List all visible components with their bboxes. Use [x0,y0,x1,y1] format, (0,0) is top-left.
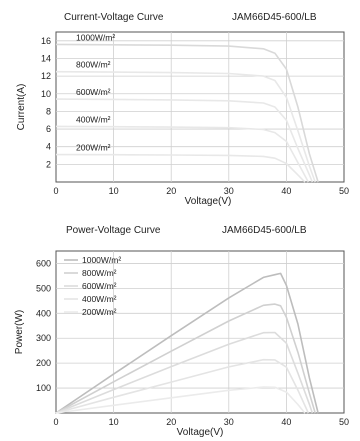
iv-series-label: 800W/m² [76,60,111,70]
iv-series-label: 600W/m² [76,87,111,97]
pv-series-line-4 [55,386,306,414]
iv-plot-area [55,31,345,183]
iv-series-label: 1000W/m² [76,32,115,42]
pv-x-tick-label: 40 [281,417,291,427]
pv-series-line-0 [55,272,319,414]
iv-series-line-0 [55,43,319,183]
iv-x-tick-label: 50 [339,186,349,196]
pv-x-tick-label: 30 [224,417,234,427]
iv-x-tick-label: 40 [281,186,291,196]
pv-y-tick-label: 600 [36,258,51,268]
pv-y-tick-label: 300 [36,333,51,343]
iv-series-line-1 [55,70,316,183]
pv-legend-entry: 400W/m² [82,294,117,304]
iv-series-line-3 [55,125,310,183]
pv-series-line-2 [55,331,314,414]
pv-legend-entry: 600W/m² [82,281,117,291]
iv-series-line-4 [55,153,306,183]
iv-x-tick-label: 30 [224,186,234,196]
iv-y-axis-label: Current(A) [16,84,27,131]
pv-chart-model: JAM66D45-600/LB [222,225,307,236]
pv-x-axis-label: Voltage(V) [177,427,224,438]
pv-x-ticks: 0 10 20 30 40 50 [53,417,349,427]
pv-legend: 1000W/m² 800W/m² 600W/m² 400W/m² 200W/m² [64,255,121,317]
iv-series-label: 200W/m² [76,143,111,153]
iv-y-tick-label: 14 [41,53,51,63]
iv-y-ticks: 2 4 6 8 10 12 14 16 [41,36,51,170]
iv-y-tick-label: 6 [46,124,51,134]
pv-series-line-1 [55,303,316,414]
iv-x-axis-label: Voltage(V) [185,196,232,207]
iv-grid [56,32,344,182]
iv-y-tick-label: 12 [41,71,51,81]
iv-y-tick-label: 16 [41,36,51,46]
iv-series-line-2 [55,98,314,183]
pv-legend-entry: 200W/m² [82,307,117,317]
iv-y-tick-label: 8 [46,106,51,116]
pv-x-tick-label: 50 [339,417,349,427]
pv-y-tick-label: 200 [36,358,51,368]
iv-series-label: 400W/m² [76,114,111,124]
iv-curves [55,43,319,183]
pv-y-tick-label: 500 [36,283,51,293]
iv-x-tick-label: 20 [166,186,176,196]
pv-legend-entry: 800W/m² [82,268,117,278]
pv-y-tick-label: 400 [36,308,51,318]
pv-y-axis-label: Power(W) [14,310,25,354]
pv-grid [56,251,344,413]
pv-y-ticks: 100 200 300 400 500 600 [36,258,51,393]
pv-legend-entry: 1000W/m² [82,255,121,265]
pv-x-tick-label: 0 [53,417,58,427]
iv-chart-model: JAM66D45-600/LB [232,12,317,23]
pv-x-tick-label: 20 [166,417,176,427]
pv-chart-title: Power-Voltage Curve [66,225,161,236]
iv-series-labels: 1000W/m² 800W/m² 600W/m² 400W/m² 200W/m² [76,32,115,152]
iv-x-tick-label: 0 [53,186,58,196]
iv-chart: Current-Voltage Curve JAM66D45-600/LB 0 1… [16,12,349,207]
iv-x-ticks: 0 10 20 30 40 50 [53,186,349,196]
iv-y-tick-label: 10 [41,89,51,99]
iv-x-tick-label: 10 [109,186,119,196]
iv-y-tick-label: 4 [46,142,51,152]
pv-curves [55,272,319,414]
pv-series-line-3 [55,358,310,414]
pv-chart: Power-Voltage Curve JAM66D45-600/LB 0 10 2… [14,225,349,438]
iv-y-tick-label: 2 [46,159,51,169]
pv-y-tick-label: 100 [36,383,51,393]
iv-chart-title: Current-Voltage Curve [64,12,164,23]
pv-x-tick-label: 10 [109,417,119,427]
